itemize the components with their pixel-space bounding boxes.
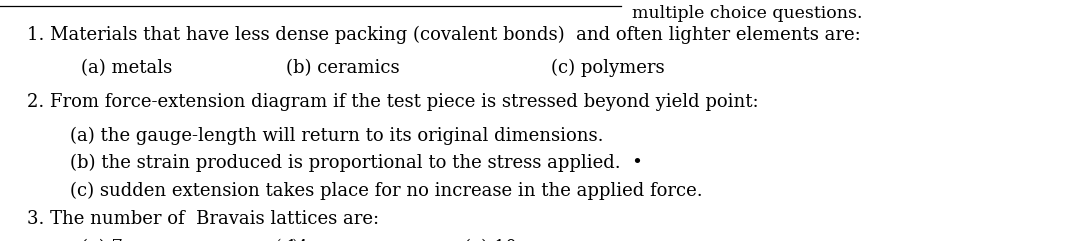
Text: 2. From force-extension diagram if the test piece is stressed beyond yield point: 2. From force-extension diagram if the t… — [27, 93, 758, 111]
Text: 14: 14 — [286, 239, 309, 241]
Text: (a) metals: (a) metals — [81, 59, 172, 77]
Text: (●): (●) — [275, 239, 298, 241]
Text: (c) sudden extension takes place for no increase in the applied force.: (c) sudden extension takes place for no … — [70, 182, 703, 200]
Text: (b) ceramics: (b) ceramics — [286, 59, 400, 77]
Text: (c) 10: (c) 10 — [464, 239, 517, 241]
Text: 3. The number of  Bravais lattices are:: 3. The number of Bravais lattices are: — [27, 210, 379, 228]
Text: (c) polymers: (c) polymers — [551, 59, 664, 77]
Text: (a) the gauge-length will return to its original dimensions.: (a) the gauge-length will return to its … — [70, 127, 604, 145]
Text: (a) 7.: (a) 7. — [81, 239, 129, 241]
Text: 1. Materials that have less dense packing (covalent bonds)  and often lighter el: 1. Materials that have less dense packin… — [27, 25, 861, 44]
Text: multiple choice questions.: multiple choice questions. — [632, 5, 862, 22]
Text: (b) the strain produced is proportional to the stress applied.  •: (b) the strain produced is proportional … — [70, 154, 643, 173]
